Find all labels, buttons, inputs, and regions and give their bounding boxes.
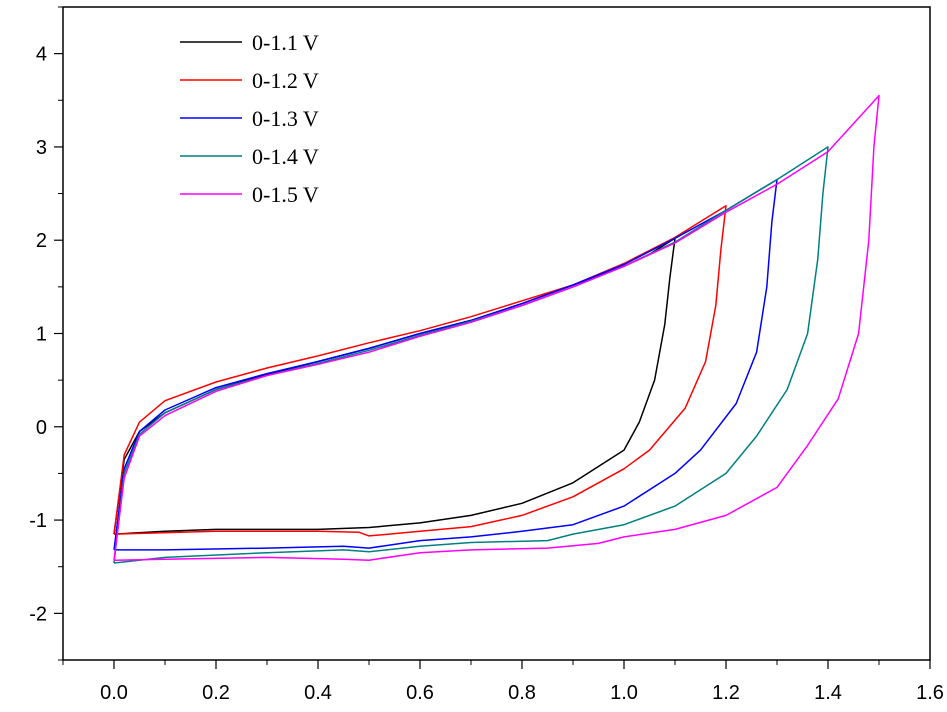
y-tick-label: 3 [36,137,47,159]
y-tick-label: -2 [29,603,47,625]
legend-label: 0-1.2 V [252,68,319,93]
series-line-1 [113,237,676,535]
x-tick-label: 0.2 [202,682,230,704]
x-tick-label: 0.6 [406,682,434,704]
legend-label: 0-1.5 V [252,182,319,207]
x-tick-label: 0.4 [304,682,332,704]
y-tick-label: -1 [29,510,47,532]
x-tick-label: 1.4 [814,682,842,704]
series-line-3 [113,178,778,551]
series-lines [113,94,880,564]
legend-label: 0-1.1 V [252,30,319,55]
plot-frame [62,6,931,661]
legend-label: 0-1.3 V [252,106,319,131]
legend-label: 0-1.4 V [252,144,319,169]
y-tick-label: 1 [36,324,47,346]
y-tick-label: 4 [36,44,47,66]
y-tick-label: 0 [36,417,47,439]
series-line-5 [113,94,880,561]
x-tick-label: 0.8 [508,682,536,704]
x-tick-label: 1.6 [916,682,944,704]
x-tick-label: 1.2 [712,682,740,704]
series-line-2 [113,204,727,537]
x-tick-label: 1.0 [610,682,638,704]
legend: 0-1.1 V 0-1.2 V 0-1.3 V 0-1.4 V 0-1.5 V [180,30,319,207]
x-tick-label: 0.0 [100,682,128,704]
y-axis: -2 -1 0 1 2 3 4 [29,6,63,661]
x-axis: 0.0 0.2 0.4 0.6 0.8 1.0 1.2 1.4 1.6 [62,660,944,704]
y-tick-label: 2 [36,230,47,252]
